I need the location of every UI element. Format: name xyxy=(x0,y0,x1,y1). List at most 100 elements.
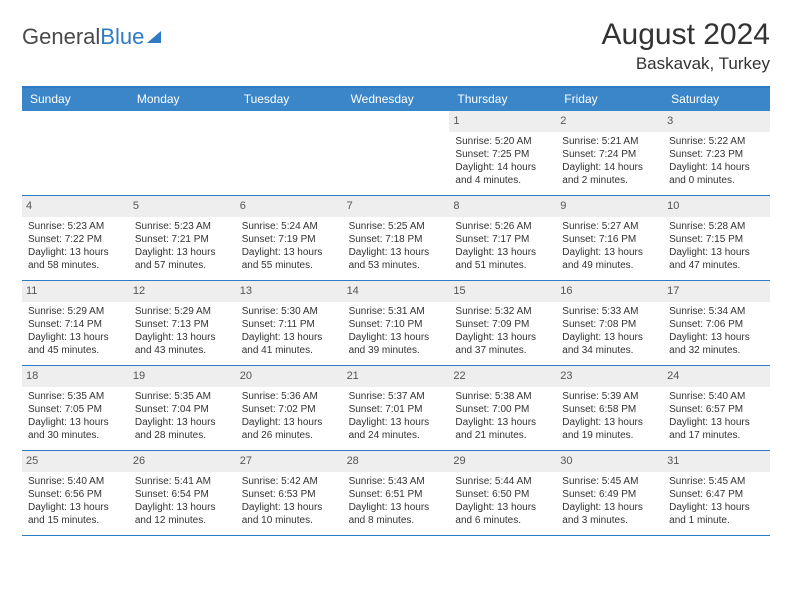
day-header: Wednesday xyxy=(343,88,450,111)
daylight-line: Daylight: 13 hours and 58 minutes. xyxy=(28,246,123,272)
sunset-line: Sunset: 7:05 PM xyxy=(28,403,123,416)
brand-part1: General xyxy=(22,24,100,50)
daylight-line: Daylight: 13 hours and 12 minutes. xyxy=(135,501,230,527)
sunset-line: Sunset: 6:51 PM xyxy=(349,488,444,501)
sunrise-line: Sunrise: 5:45 AM xyxy=(669,475,764,488)
day-cell: 4Sunrise: 5:23 AMSunset: 7:22 PMDaylight… xyxy=(22,196,129,280)
sunset-line: Sunset: 7:21 PM xyxy=(135,233,230,246)
sunset-line: Sunset: 7:09 PM xyxy=(455,318,550,331)
daylight-line: Daylight: 13 hours and 6 minutes. xyxy=(455,501,550,527)
sunset-line: Sunset: 7:22 PM xyxy=(28,233,123,246)
day-number: 26 xyxy=(129,451,236,472)
page-title: August 2024 xyxy=(602,18,770,52)
daylight-line: Daylight: 13 hours and 32 minutes. xyxy=(669,331,764,357)
day-cell: 13Sunrise: 5:30 AMSunset: 7:11 PMDayligh… xyxy=(236,281,343,365)
daylight-line: Daylight: 13 hours and 39 minutes. xyxy=(349,331,444,357)
day-cell: 31Sunrise: 5:45 AMSunset: 6:47 PMDayligh… xyxy=(663,451,770,535)
day-cell: 15Sunrise: 5:32 AMSunset: 7:09 PMDayligh… xyxy=(449,281,556,365)
day-header-row: Sunday Monday Tuesday Wednesday Thursday… xyxy=(22,88,770,111)
day-number: 24 xyxy=(663,366,770,387)
daylight-line: Daylight: 14 hours and 2 minutes. xyxy=(562,161,657,187)
sunrise-line: Sunrise: 5:23 AM xyxy=(135,220,230,233)
sunrise-line: Sunrise: 5:25 AM xyxy=(349,220,444,233)
day-number: 10 xyxy=(663,196,770,217)
sunrise-line: Sunrise: 5:42 AM xyxy=(242,475,337,488)
day-header: Thursday xyxy=(449,88,556,111)
week-row: 18Sunrise: 5:35 AMSunset: 7:05 PMDayligh… xyxy=(22,366,770,451)
day-cell: 14Sunrise: 5:31 AMSunset: 7:10 PMDayligh… xyxy=(343,281,450,365)
sunrise-line: Sunrise: 5:35 AM xyxy=(28,390,123,403)
sunset-line: Sunset: 7:11 PM xyxy=(242,318,337,331)
daylight-line: Daylight: 13 hours and 57 minutes. xyxy=(135,246,230,272)
sunset-line: Sunset: 7:10 PM xyxy=(349,318,444,331)
sunset-line: Sunset: 6:58 PM xyxy=(562,403,657,416)
day-header: Friday xyxy=(556,88,663,111)
day-number: 3 xyxy=(663,111,770,132)
sunrise-line: Sunrise: 5:30 AM xyxy=(242,305,337,318)
day-cell: 28Sunrise: 5:43 AMSunset: 6:51 PMDayligh… xyxy=(343,451,450,535)
day-number: 23 xyxy=(556,366,663,387)
daylight-line: Daylight: 13 hours and 53 minutes. xyxy=(349,246,444,272)
sunset-line: Sunset: 7:17 PM xyxy=(455,233,550,246)
day-cell: 18Sunrise: 5:35 AMSunset: 7:05 PMDayligh… xyxy=(22,366,129,450)
day-number: 2 xyxy=(556,111,663,132)
day-number: 4 xyxy=(22,196,129,217)
day-cell: 12Sunrise: 5:29 AMSunset: 7:13 PMDayligh… xyxy=(129,281,236,365)
day-cell: 2Sunrise: 5:21 AMSunset: 7:24 PMDaylight… xyxy=(556,111,663,195)
sunrise-line: Sunrise: 5:24 AM xyxy=(242,220,337,233)
sunset-line: Sunset: 7:04 PM xyxy=(135,403,230,416)
day-cell: 9Sunrise: 5:27 AMSunset: 7:16 PMDaylight… xyxy=(556,196,663,280)
sunset-line: Sunset: 7:06 PM xyxy=(669,318,764,331)
weeks-container: ....1Sunrise: 5:20 AMSunset: 7:25 PMDayl… xyxy=(22,111,770,536)
sunrise-line: Sunrise: 5:27 AM xyxy=(562,220,657,233)
day-number: 22 xyxy=(449,366,556,387)
sunrise-line: Sunrise: 5:39 AM xyxy=(562,390,657,403)
sunrise-line: Sunrise: 5:32 AM xyxy=(455,305,550,318)
day-number: 5 xyxy=(129,196,236,217)
daylight-line: Daylight: 13 hours and 43 minutes. xyxy=(135,331,230,357)
day-cell: 20Sunrise: 5:36 AMSunset: 7:02 PMDayligh… xyxy=(236,366,343,450)
title-block: August 2024 Baskavak, Turkey xyxy=(602,18,770,74)
day-cell: 29Sunrise: 5:44 AMSunset: 6:50 PMDayligh… xyxy=(449,451,556,535)
day-cell: 1Sunrise: 5:20 AMSunset: 7:25 PMDaylight… xyxy=(449,111,556,195)
sunset-line: Sunset: 6:47 PM xyxy=(669,488,764,501)
calendar-page: GeneralBlue August 2024 Baskavak, Turkey… xyxy=(0,0,792,536)
day-cell: 23Sunrise: 5:39 AMSunset: 6:58 PMDayligh… xyxy=(556,366,663,450)
day-number: 12 xyxy=(129,281,236,302)
day-cell: 30Sunrise: 5:45 AMSunset: 6:49 PMDayligh… xyxy=(556,451,663,535)
daylight-line: Daylight: 13 hours and 26 minutes. xyxy=(242,416,337,442)
sunrise-line: Sunrise: 5:26 AM xyxy=(455,220,550,233)
day-cell: 25Sunrise: 5:40 AMSunset: 6:56 PMDayligh… xyxy=(22,451,129,535)
daylight-line: Daylight: 13 hours and 17 minutes. xyxy=(669,416,764,442)
day-number: 30 xyxy=(556,451,663,472)
sunrise-line: Sunrise: 5:35 AM xyxy=(135,390,230,403)
day-cell: 6Sunrise: 5:24 AMSunset: 7:19 PMDaylight… xyxy=(236,196,343,280)
sunrise-line: Sunrise: 5:33 AM xyxy=(562,305,657,318)
sunrise-line: Sunrise: 5:41 AM xyxy=(135,475,230,488)
day-cell: . xyxy=(343,111,450,195)
sunrise-line: Sunrise: 5:29 AM xyxy=(28,305,123,318)
day-number: 8 xyxy=(449,196,556,217)
day-number: 9 xyxy=(556,196,663,217)
sunset-line: Sunset: 6:56 PM xyxy=(28,488,123,501)
daylight-line: Daylight: 13 hours and 10 minutes. xyxy=(242,501,337,527)
sunset-line: Sunset: 6:50 PM xyxy=(455,488,550,501)
sunrise-line: Sunrise: 5:37 AM xyxy=(349,390,444,403)
daylight-line: Daylight: 13 hours and 24 minutes. xyxy=(349,416,444,442)
daylight-line: Daylight: 13 hours and 45 minutes. xyxy=(28,331,123,357)
sunrise-line: Sunrise: 5:45 AM xyxy=(562,475,657,488)
day-cell: 10Sunrise: 5:28 AMSunset: 7:15 PMDayligh… xyxy=(663,196,770,280)
sunrise-line: Sunrise: 5:40 AM xyxy=(669,390,764,403)
day-number: 17 xyxy=(663,281,770,302)
day-number: 28 xyxy=(343,451,450,472)
day-cell: . xyxy=(129,111,236,195)
brand-part2: Blue xyxy=(100,24,144,50)
daylight-line: Daylight: 13 hours and 34 minutes. xyxy=(562,331,657,357)
sunset-line: Sunset: 7:23 PM xyxy=(669,148,764,161)
day-cell: 17Sunrise: 5:34 AMSunset: 7:06 PMDayligh… xyxy=(663,281,770,365)
daylight-line: Daylight: 13 hours and 21 minutes. xyxy=(455,416,550,442)
day-cell: 5 Sunrise: 5:23 AMSunset: 7:21 PMDaylight… xyxy=(129,196,236,280)
day-number: 7 xyxy=(343,196,450,217)
day-number: 25 xyxy=(22,451,129,472)
calendar-grid: Sunday Monday Tuesday Wednesday Thursday… xyxy=(22,86,770,536)
